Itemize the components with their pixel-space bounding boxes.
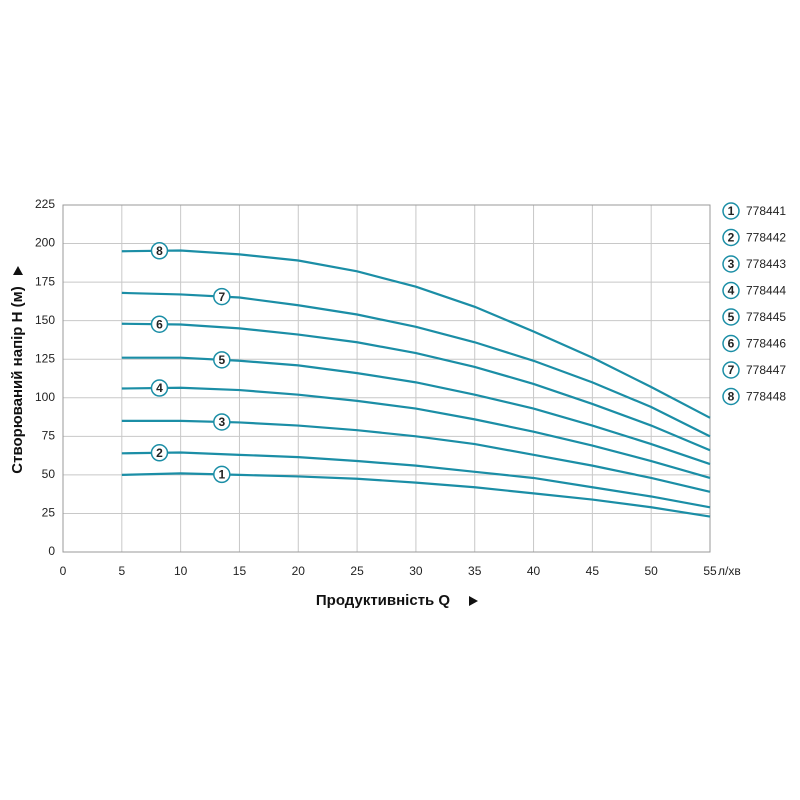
legend-number-circle <box>722 228 740 247</box>
y-tick-label: 200 <box>35 236 55 250</box>
y-tick-label: 25 <box>42 506 56 520</box>
x-unit: л/хв <box>718 564 741 578</box>
curve-label-circle <box>150 315 169 333</box>
curve-label-circle <box>150 379 169 397</box>
curve <box>121 249 711 419</box>
curve-label: 8 <box>156 244 163 258</box>
x-axis-arrow <box>469 596 478 606</box>
legend-number-circle <box>722 281 740 300</box>
y-tick-label: 0 <box>48 544 55 558</box>
x-tick-label: 20 <box>292 564 306 578</box>
legend-number: 5 <box>728 310 735 324</box>
curve-label: 2 <box>156 446 163 460</box>
curve-label-circle <box>150 444 169 462</box>
curve-label: 5 <box>218 353 225 367</box>
curve-label-circle <box>150 242 169 260</box>
curve <box>121 451 711 509</box>
curve-label: 7 <box>218 290 225 304</box>
legend-number: 3 <box>728 257 735 271</box>
x-tick-label: 10 <box>174 564 188 578</box>
legend-number: 2 <box>728 231 735 245</box>
legend-number: 4 <box>728 284 735 298</box>
y-axis-title: Створюваний напір H (м) <box>9 286 26 473</box>
curve-label-circle <box>213 351 231 369</box>
legend-label: 778444 <box>746 284 786 298</box>
legend-label: 778445 <box>746 310 786 324</box>
plot-frame <box>62 204 711 553</box>
y-tick-label: 150 <box>35 313 55 327</box>
curve-label: 6 <box>156 317 163 331</box>
legend-label: 778448 <box>746 390 786 404</box>
legend-label: 778443 <box>746 257 786 271</box>
y-tick-label: 50 <box>42 467 56 481</box>
legend-label: 778442 <box>746 231 786 245</box>
curve-label: 3 <box>218 415 225 429</box>
legend-number-circle <box>722 255 740 273</box>
x-tick-label: 15 <box>233 564 247 578</box>
legend-number: 1 <box>728 204 735 218</box>
legend-number-circle <box>722 361 740 379</box>
y-tick-label: 100 <box>35 390 55 404</box>
legend-number: 8 <box>728 390 735 404</box>
curve-label-circle <box>213 413 231 431</box>
legend-label: 778446 <box>746 337 786 351</box>
y-tick-label: 225 <box>35 197 55 211</box>
curve-label-circle <box>213 287 231 306</box>
curve-label: 4 <box>156 381 163 395</box>
y-tick-label: 125 <box>35 351 55 365</box>
legend-label: 778441 <box>746 204 786 218</box>
x-tick-label: 30 <box>409 564 423 578</box>
legend-number-circle <box>722 387 740 406</box>
curve-label: 1 <box>218 468 225 482</box>
x-tick-label: 50 <box>645 564 659 578</box>
legend-label: 778447 <box>746 363 786 377</box>
x-tick-label: 45 <box>586 564 600 578</box>
curve <box>121 322 711 452</box>
legend-number-circle <box>722 334 740 353</box>
x-tick-label: 35 <box>468 564 482 578</box>
legend-number-circle <box>722 308 740 326</box>
legend-number: 7 <box>728 363 735 377</box>
x-axis-title: Продуктивність Q <box>316 592 451 609</box>
x-tick-label: 0 <box>60 564 67 578</box>
y-axis-arrow <box>13 266 23 275</box>
legend-number: 6 <box>728 337 735 351</box>
legend-number-circle <box>722 202 740 220</box>
y-tick-label: 75 <box>42 429 56 443</box>
x-tick-label: 55 <box>703 564 717 578</box>
x-tick-label: 25 <box>350 564 364 578</box>
x-tick-label: 40 <box>527 564 541 578</box>
curve-label-circle <box>213 465 231 484</box>
curve <box>121 386 711 480</box>
x-tick-label: 5 <box>118 564 125 578</box>
y-tick-label: 175 <box>35 274 55 288</box>
